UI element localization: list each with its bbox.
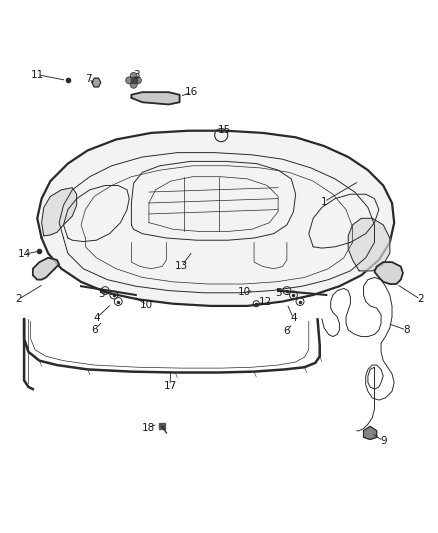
Circle shape — [130, 81, 137, 88]
Polygon shape — [348, 219, 390, 271]
Text: 11: 11 — [31, 70, 44, 79]
Text: 9: 9 — [380, 436, 387, 446]
Text: 6: 6 — [91, 325, 98, 335]
Text: 2: 2 — [417, 294, 424, 304]
Polygon shape — [42, 188, 77, 236]
Text: 8: 8 — [403, 325, 410, 335]
Text: 3: 3 — [133, 70, 140, 79]
Polygon shape — [33, 258, 59, 280]
Text: 15: 15 — [218, 125, 231, 135]
Text: 13: 13 — [175, 261, 188, 271]
Text: 16: 16 — [185, 87, 198, 97]
Polygon shape — [364, 426, 377, 440]
Circle shape — [126, 77, 133, 84]
Text: 17: 17 — [163, 381, 177, 391]
Text: 5: 5 — [98, 289, 105, 298]
Polygon shape — [374, 262, 403, 284]
Text: 7: 7 — [85, 74, 92, 84]
Text: 5: 5 — [275, 288, 282, 298]
Text: 14: 14 — [18, 249, 31, 259]
Circle shape — [134, 77, 141, 84]
Text: 4: 4 — [93, 313, 100, 323]
Text: 2: 2 — [15, 294, 22, 304]
Polygon shape — [92, 78, 101, 87]
Text: 4: 4 — [290, 313, 297, 323]
Polygon shape — [131, 92, 180, 104]
Text: 10: 10 — [238, 287, 251, 297]
Text: 10: 10 — [140, 300, 153, 310]
Text: 18: 18 — [141, 423, 155, 433]
Polygon shape — [37, 131, 394, 306]
Text: 1: 1 — [321, 197, 328, 207]
Text: 6: 6 — [283, 326, 290, 336]
Text: 12: 12 — [258, 297, 272, 308]
Circle shape — [130, 72, 137, 79]
